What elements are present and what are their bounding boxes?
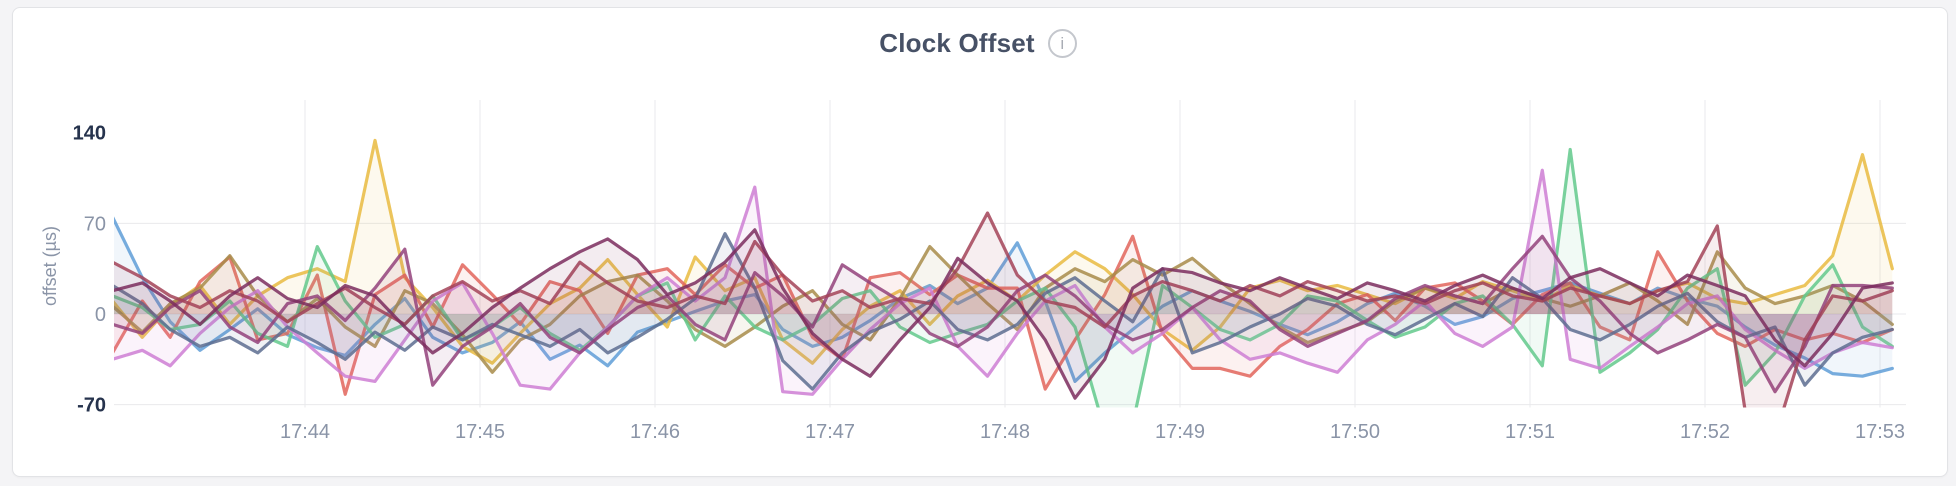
clock-offset-chart-card: [12, 7, 1948, 477]
info-icon[interactable]: i: [1047, 29, 1077, 58]
y-tick-label: -70: [77, 395, 106, 417]
x-tick-label: 17:50: [1330, 421, 1380, 443]
series-9-maroon-area: [114, 213, 1893, 408]
y-axis-title: offset (µs): [40, 226, 60, 306]
y-tick-label: 70: [84, 213, 106, 235]
chart-header: Clock Offset i: [0, 28, 1956, 59]
plot-area[interactable]: [113, 138, 1894, 437]
series-7-slate-area: [114, 233, 1893, 390]
series-8-purple-line[interactable]: [113, 234, 1894, 394]
x-tick-label: 17:48: [980, 421, 1030, 443]
series-1-blue-line[interactable]: [113, 216, 1894, 383]
series-7-slate-line[interactable]: [113, 232, 1894, 391]
x-tick-label: 17:53: [1855, 421, 1905, 443]
y-tick-label: 0: [95, 304, 106, 326]
series-8-purple-area: [114, 236, 1893, 392]
x-tick-label: 17:49: [1155, 421, 1205, 443]
series-10-plum-line[interactable]: [113, 228, 1894, 400]
series-9-maroon-line[interactable]: [113, 211, 1894, 437]
x-tick-label: 17:47: [805, 421, 855, 443]
y-tick-label: 140: [73, 123, 106, 145]
series-10-plum-area: [114, 229, 1893, 399]
x-tick-label: 17:46: [630, 421, 680, 443]
axis-labels: 140 70 0 -70 17:44 17:45 17:46 17:47 17:48 17:49 1…: [40, 123, 1905, 443]
chart-title: Clock Offset: [879, 28, 1035, 58]
x-tick-label: 17:51: [1505, 421, 1555, 443]
x-tick-label: 17:44: [280, 421, 330, 443]
series-3-salmon-line[interactable]: [113, 234, 1894, 396]
x-tick-label: 17:45: [455, 421, 505, 443]
x-tick-label: 17:52: [1680, 421, 1730, 443]
series-6-orchid-area: [114, 170, 1893, 395]
